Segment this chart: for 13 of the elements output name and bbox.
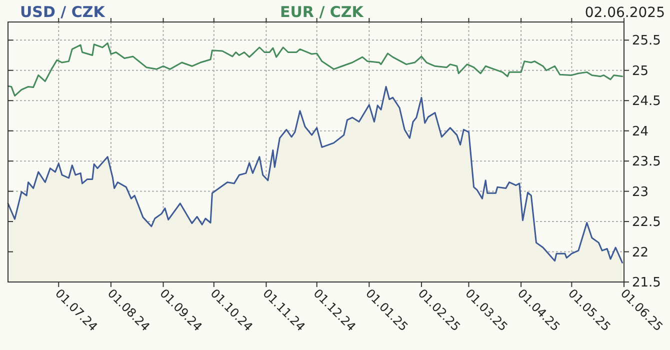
y-tick-label: 23.5	[632, 154, 661, 170]
y-tick-label: 25	[632, 64, 649, 79]
y-tick-label: 23	[632, 184, 649, 200]
series-label: EUR / CZK	[280, 3, 365, 21]
y-tick-label: 25.5	[632, 34, 661, 49]
y-tick-label: 24.5	[632, 94, 661, 110]
y-tick-label: 24	[632, 124, 649, 140]
text: USD / CZK	[20, 3, 106, 21]
text: 02.06.2025	[584, 5, 665, 21]
y-tick-label: 21.5	[632, 276, 661, 291]
y-tick-label: 22.5	[632, 215, 661, 230]
y-tick-label: 22	[632, 245, 649, 260]
line-series	[7, 42, 624, 97]
